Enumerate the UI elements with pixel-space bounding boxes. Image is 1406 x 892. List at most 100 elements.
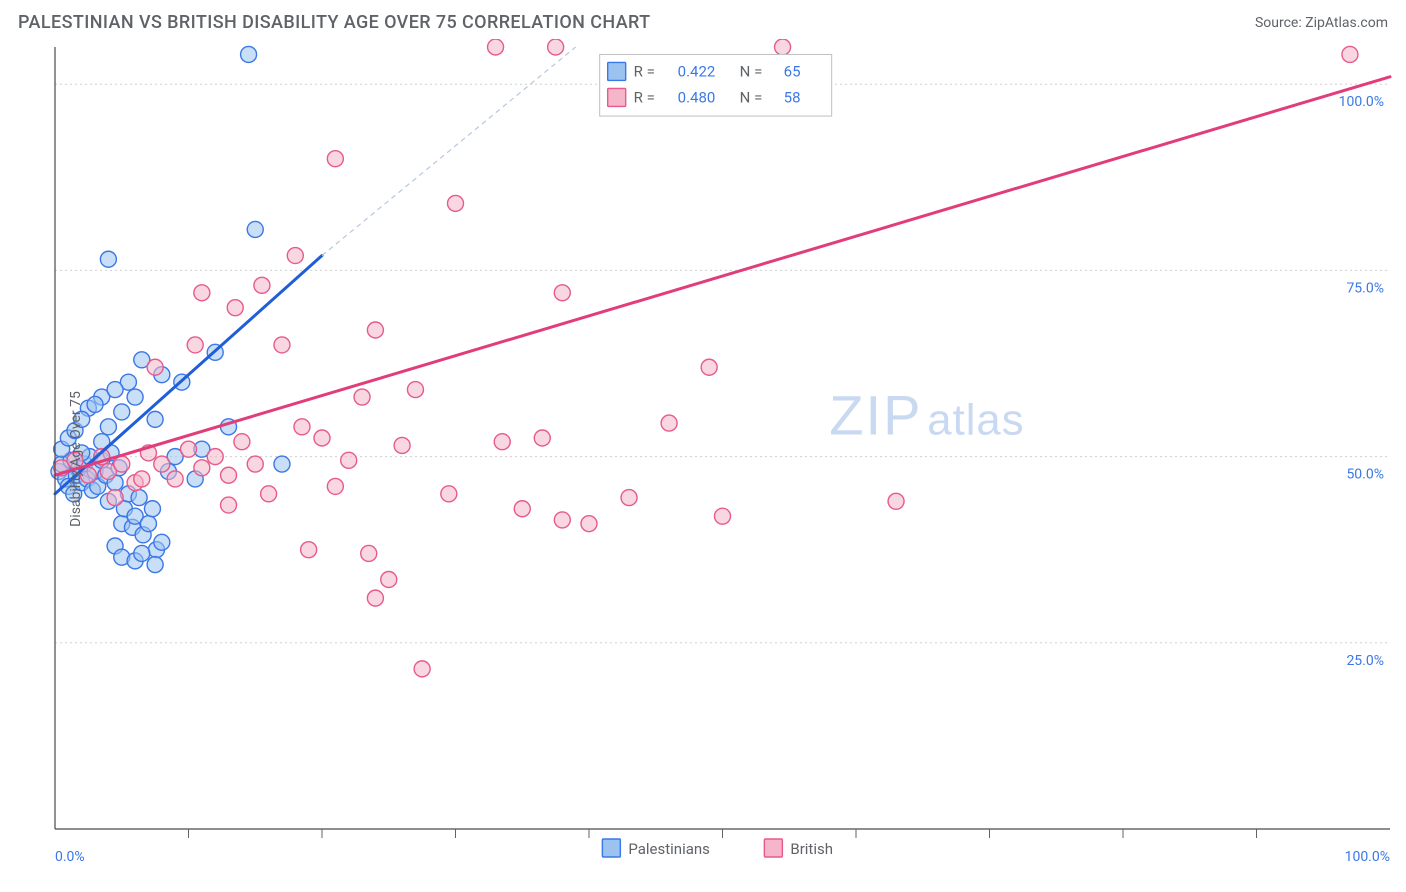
data-point: [154, 534, 170, 550]
data-point: [100, 251, 116, 267]
data-point: [154, 456, 170, 472]
source-name: ZipAtlas.com: [1305, 15, 1388, 31]
data-point: [494, 434, 510, 450]
data-point: [287, 248, 303, 264]
chart-header: PALESTINIAN VS BRITISH DISABILITY AGE OV…: [0, 0, 1406, 39]
data-point: [134, 545, 150, 561]
stats-swatch: [608, 88, 626, 106]
chart-container: Disability Age Over 75 25.0% 50.0% 75.0% 10…: [0, 39, 1406, 879]
chart-source: Source: ZipAtlas.com: [1255, 15, 1388, 31]
data-point: [314, 430, 330, 446]
data-point: [147, 557, 163, 573]
legend-swatch: [602, 839, 620, 857]
data-point: [140, 516, 156, 532]
legend: Palestinians British: [602, 839, 833, 858]
x-tick-label: 100.0%: [1345, 849, 1390, 865]
data-point: [621, 490, 637, 506]
data-point: [261, 486, 277, 502]
trend-line-extension: [322, 47, 576, 256]
data-point: [1342, 46, 1358, 62]
stats-box: R =0.422N =65R =0.480N =58: [600, 54, 832, 116]
data-point: [107, 382, 123, 398]
data-point: [87, 396, 103, 412]
data-point: [554, 512, 570, 528]
svg-text:atlas: atlas: [927, 395, 1024, 444]
data-point: [394, 437, 410, 453]
data-point: [361, 545, 377, 561]
data-point: [448, 195, 464, 211]
data-point: [888, 493, 904, 509]
stats-n-label: N =: [740, 62, 763, 80]
data-point: [534, 430, 550, 446]
data-point: [407, 382, 423, 398]
y-tick-label: 75.0%: [1346, 280, 1384, 296]
data-point: [715, 508, 731, 524]
data-point: [194, 460, 210, 476]
data-point: [701, 359, 717, 375]
data-point: [127, 389, 143, 405]
data-point: [100, 419, 116, 435]
data-point: [301, 542, 317, 558]
data-point: [367, 590, 383, 606]
data-point: [147, 359, 163, 375]
correlation-scatter-chart: 25.0% 50.0% 75.0% 100.0% ZIPatlas 0.0% 100.0% P…: [0, 39, 1406, 879]
data-point: [254, 277, 270, 293]
data-point: [488, 39, 504, 55]
data-point: [131, 490, 147, 506]
data-point: [554, 285, 570, 301]
watermark: ZIPatlas: [829, 383, 1024, 446]
data-point: [247, 456, 263, 472]
data-point: [367, 322, 383, 338]
data-point: [194, 285, 210, 301]
data-point: [247, 221, 263, 237]
data-point: [327, 478, 343, 494]
stats-n-value: 58: [784, 88, 801, 106]
chart-title: PALESTINIAN VS BRITISH DISABILITY AGE OV…: [18, 12, 651, 33]
data-point: [227, 300, 243, 316]
series-palestinians: [51, 46, 290, 572]
data-point: [181, 441, 197, 457]
data-point: [441, 486, 457, 502]
stats-n-value: 65: [784, 62, 801, 80]
data-point: [241, 46, 257, 62]
data-point: [207, 449, 223, 465]
trend-line: [55, 77, 1390, 475]
stats-r-label: R =: [634, 88, 655, 106]
svg-text:ZIP: ZIP: [829, 383, 922, 446]
data-point: [414, 661, 430, 677]
data-point: [221, 497, 237, 513]
y-axis-label: Disability Age Over 75: [68, 391, 84, 527]
data-point: [294, 419, 310, 435]
data-point: [274, 337, 290, 353]
data-point: [134, 471, 150, 487]
data-point: [581, 516, 597, 532]
data-point: [775, 39, 791, 55]
data-point: [147, 411, 163, 427]
stats-swatch: [608, 62, 626, 80]
series-british: [54, 39, 1358, 677]
data-point: [327, 151, 343, 167]
y-tick-label: 50.0%: [1346, 467, 1384, 483]
data-point: [354, 389, 370, 405]
data-point: [661, 415, 677, 431]
stats-n-label: N =: [740, 88, 763, 106]
data-point: [187, 337, 203, 353]
x-tick-label: 0.0%: [55, 849, 85, 865]
data-point: [114, 404, 130, 420]
data-point: [107, 490, 123, 506]
data-point: [514, 501, 530, 517]
y-tick-label: 25.0%: [1346, 653, 1384, 669]
stats-r-value: 0.422: [678, 62, 716, 80]
legend-label: British: [790, 840, 833, 858]
data-point: [548, 39, 564, 55]
data-point: [234, 434, 250, 450]
data-point: [167, 471, 183, 487]
legend-swatch: [764, 839, 782, 857]
legend-label: Palestinians: [628, 840, 710, 858]
data-point: [221, 467, 237, 483]
y-tick-label: 100.0%: [1339, 94, 1384, 110]
data-point: [274, 456, 290, 472]
source-prefix: Source:: [1255, 15, 1305, 31]
stats-r-value: 0.480: [678, 88, 716, 106]
data-point: [144, 501, 160, 517]
